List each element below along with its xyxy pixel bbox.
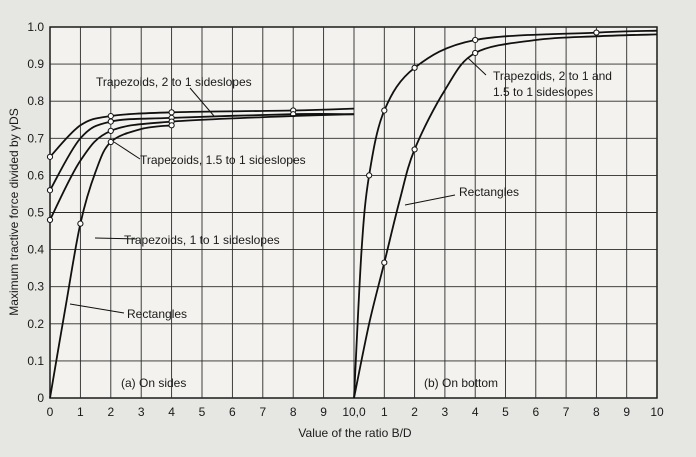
series-line-b-1 — [353, 33, 658, 399]
annotation-leader — [404, 194, 456, 206]
data-point — [168, 122, 175, 129]
x-tick-label-a: 8 — [290, 405, 297, 419]
x-tick-label-b: 6 — [532, 405, 539, 419]
data-point — [107, 127, 114, 134]
data-point — [168, 109, 175, 116]
x-axis-label: Value of the ratio B/D — [298, 426, 412, 440]
y-tick-label: 0.2 — [27, 317, 44, 331]
data-point — [381, 259, 388, 266]
x-tick-label-b: 2 — [411, 405, 418, 419]
data-point — [77, 220, 84, 227]
data-point — [411, 146, 418, 153]
data-point — [472, 49, 479, 57]
y-tick-label: 0.4 — [27, 243, 44, 257]
x-tick-label-a: 5 — [199, 405, 206, 419]
y-tick-label: 0.3 — [27, 280, 44, 294]
annotation-leader — [189, 87, 215, 117]
tick-labels: 0 0.1 0.2 0.3 0.4 0.5 0.6 0.7 0.8 0.9 1.0 0 1 2 3 4 5 6 7 8… — [27, 20, 664, 419]
panel-b-label: (b) On bottom — [424, 376, 498, 390]
annotation-leader — [69, 303, 125, 314]
panel-a-label: (a) On sides — [121, 376, 186, 390]
annotation-leaders — [69, 57, 487, 314]
annotation-trap-1-5to1: Trapezoids, 1.5 to 1 sideslopes — [140, 153, 306, 167]
series-line-a-2 — [49, 113, 355, 221]
x-tick-label-a: 9 — [320, 405, 327, 419]
curves — [46, 29, 658, 399]
x-tick-label-a: 0 — [47, 405, 54, 419]
y-axis-label: Maximum tractive force divided by γDS — [7, 108, 21, 315]
y-tick-label: 0.8 — [27, 94, 44, 108]
x-tick-label-b: 5 — [502, 405, 509, 419]
data-point — [107, 138, 114, 146]
annotation-trap-2to1: Trapezoids, 2 to 1 sideslopes — [96, 75, 252, 89]
x-tick-label-a: 3 — [138, 405, 145, 419]
x-tick-label-b: 4 — [472, 405, 479, 419]
x-tick-label-b: 9 — [623, 405, 630, 419]
data-point — [593, 29, 600, 36]
data-point — [472, 36, 479, 44]
annotation-leader — [94, 237, 138, 240]
y-tick-label: 0 — [37, 391, 44, 405]
annotation-trap-bottom-line1: Trapezoids, 2 to 1 and — [493, 69, 612, 83]
y-tick-label: 0.1 — [27, 354, 44, 368]
y-tick-label: 0.5 — [27, 206, 44, 220]
x-tick-label-a: 6 — [229, 405, 236, 419]
data-point — [366, 172, 373, 179]
series-line-a-3 — [49, 124, 172, 399]
y-tick-label: 0.9 — [27, 57, 44, 71]
series-line-b-0 — [353, 29, 658, 399]
y-tick-label: 0.6 — [27, 168, 44, 182]
annotation-trap-bottom-line2: 1.5 to 1 sideslopes — [493, 85, 593, 99]
x-tick-label-shared: 10,0 — [342, 405, 366, 419]
data-point — [46, 216, 54, 224]
x-tick-label-b: 7 — [563, 405, 570, 419]
x-tick-label-a: 2 — [107, 405, 114, 419]
data-point — [107, 118, 114, 125]
x-tick-label-a: 1 — [77, 405, 84, 419]
annotation-trap-1to1: Trapezoids, 1 to 1 sideslopes — [124, 233, 280, 247]
annotation-leader — [113, 141, 141, 160]
data-point — [107, 112, 114, 120]
y-tick-label: 1.0 — [27, 20, 44, 34]
data-point — [46, 187, 54, 194]
x-tick-label-b: 1 — [381, 405, 388, 419]
x-tick-label-a: 4 — [168, 405, 175, 419]
x-tick-label-a: 7 — [259, 405, 266, 419]
x-tick-label-b: 10 — [650, 405, 664, 419]
annotation-rectangles-a: Rectangles — [127, 307, 187, 321]
data-point — [381, 107, 388, 114]
x-tick-label-b: 8 — [593, 405, 600, 419]
y-tick-label: 0.7 — [27, 131, 44, 145]
x-tick-label-b: 3 — [442, 405, 449, 419]
data-point — [411, 64, 418, 71]
annotation-leader — [467, 57, 487, 76]
annotation-rectangles-b: Rectangles — [459, 185, 519, 199]
data-point — [46, 153, 54, 160]
